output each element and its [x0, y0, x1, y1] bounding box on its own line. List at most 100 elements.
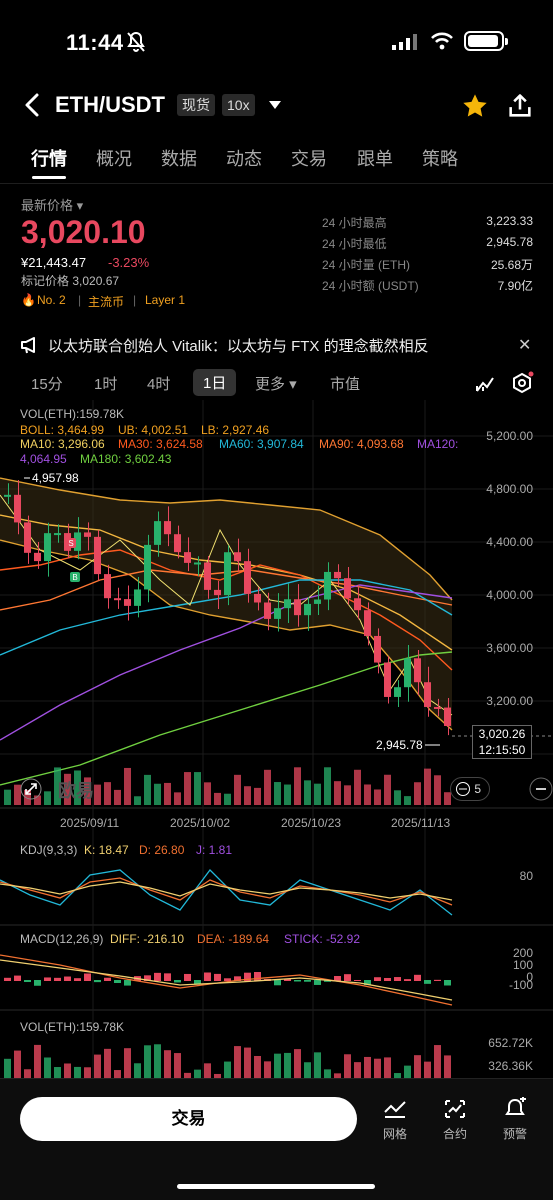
volume2-bar: [334, 1073, 341, 1080]
volume-bar: [444, 792, 451, 805]
announcement-bar[interactable]: 以太坊联合创始人 Vitalik：以太坊与 FTX 的理念截然相反 ✕: [0, 330, 553, 358]
tab-overview[interactable]: 概况: [96, 149, 132, 169]
volume2-bar: [374, 1058, 381, 1080]
volume2-bar: [234, 1046, 241, 1080]
layer1-tag[interactable]: Layer 1: [145, 293, 186, 307]
last-price-box[interactable]: 3,020.26 12:15:50: [472, 725, 532, 759]
side-tool-icon[interactable]: [528, 777, 553, 802]
kline-chart[interactable]: S B VOL(ETH):159.78K BOLL: 3,464.99 UB: …: [0, 400, 553, 1080]
candle-body: [324, 571, 331, 600]
volume2-bar: [214, 1073, 221, 1080]
divider: |: [133, 293, 137, 307]
y-tick: 4,000.00: [486, 588, 533, 602]
stat-value: 3,223.33: [486, 214, 533, 228]
candle-body: [154, 521, 161, 545]
y-tick: 5,200.00: [486, 429, 533, 443]
close-icon[interactable]: ✕: [518, 337, 532, 354]
macd-tick: 200: [512, 946, 533, 960]
macd-bar: [64, 976, 71, 981]
macd-bar: [254, 972, 261, 981]
alert-button[interactable]: 预警: [495, 1097, 535, 1142]
volume2-bar: [44, 1057, 51, 1080]
volume-bar: [344, 785, 351, 805]
candle-body: [274, 608, 281, 619]
macd-bar: [404, 979, 411, 981]
volume2-bar: [134, 1063, 141, 1080]
macd-bar: [334, 976, 341, 981]
mark-price: 标记价格 3,020.67: [21, 274, 120, 288]
candle-body: [164, 521, 171, 535]
bell-muted-icon: [127, 31, 145, 52]
indicator-icon[interactable]: [474, 372, 496, 394]
megaphone-icon: [21, 337, 35, 354]
tf-4h[interactable]: 4时: [147, 376, 171, 393]
tf-marketcap[interactable]: 市值: [330, 376, 361, 393]
candle-body: [4, 494, 11, 497]
ma180-label: MA180: 3,602.43: [80, 452, 172, 466]
macd-bar: [94, 980, 101, 983]
macd-bar: [104, 977, 111, 981]
announcement-text[interactable]: 以太坊联合创始人 Vitalik：以太坊与 FTX 的理念截然相反: [48, 338, 429, 355]
candle-body: [144, 544, 151, 590]
macd-bar: [194, 980, 201, 985]
tab-news[interactable]: 动态: [226, 149, 262, 169]
latest-price-label[interactable]: 最新价格 ▾: [21, 198, 84, 213]
boll-ub: UB: 4,002.51: [118, 423, 189, 437]
grid-label: 网格: [382, 1127, 407, 1141]
contract-button[interactable]: 合约: [435, 1097, 475, 1142]
macd-bar: [114, 980, 121, 984]
candle-body: [224, 552, 231, 596]
drawing-tools-button[interactable]: 5: [450, 777, 490, 801]
tab-market[interactable]: 行情: [31, 149, 67, 169]
volume2-bar: [254, 1055, 261, 1080]
macd-bar: [384, 977, 391, 981]
tf-1h[interactable]: 1时: [94, 376, 118, 393]
trade-button[interactable]: 交易: [20, 1097, 357, 1141]
settings-hex-icon[interactable]: [510, 371, 534, 395]
volume-bar: [374, 789, 381, 805]
macd-bar: [234, 976, 241, 981]
volume2-bar: [114, 1070, 121, 1080]
mainstream-tag[interactable]: 主流币: [88, 295, 125, 309]
contract-label: 合约: [442, 1127, 467, 1141]
volume2-bar: [104, 1048, 111, 1080]
tf-1d[interactable]: 1日: [193, 369, 237, 396]
volume-bar: [364, 784, 371, 805]
macd-bar: [204, 972, 211, 981]
price-panel: 最新价格 ▾ 3,020.10 ¥21,443.47 -3.23% 标记价格 3…: [0, 190, 553, 320]
macd-diff: DIFF: -216.10: [110, 932, 185, 946]
stat-value: 25.68万: [490, 258, 533, 272]
tf-more[interactable]: 更多 ▾: [255, 376, 297, 393]
volume-bar: [114, 789, 121, 805]
candle-body: [84, 532, 91, 537]
volume2-bar: [84, 1067, 91, 1080]
volume2-bar: [204, 1063, 211, 1080]
chevron-down-icon[interactable]: [268, 100, 282, 110]
kdj-j: J: 1.81: [196, 843, 233, 857]
candle-body: [14, 494, 21, 523]
spot-tag: 现货: [177, 94, 215, 116]
ma90-label: MA90: 4,093.68: [319, 437, 404, 451]
share-icon[interactable]: [506, 92, 534, 120]
back-arrow-icon[interactable]: [22, 92, 44, 118]
macd-bar: [244, 972, 251, 981]
tab-data[interactable]: 数据: [161, 149, 197, 169]
status-bar: 11:44: [0, 0, 553, 84]
candle-body: [294, 599, 301, 616]
macd-dea: DEA: -189.64: [197, 932, 270, 946]
candle-body: [314, 599, 321, 604]
candle-body: [414, 658, 421, 683]
grid-button[interactable]: 网格: [375, 1097, 415, 1142]
candle-body: [24, 522, 31, 553]
volume-bar: [284, 784, 291, 805]
pair-title[interactable]: ETH/USDT: [55, 92, 165, 117]
macd-bar: [174, 980, 181, 983]
volume2-bar: [194, 1069, 201, 1080]
expand-icon[interactable]: [20, 778, 42, 800]
tf-15m[interactable]: 15分: [31, 376, 63, 393]
tab-trade[interactable]: 交易: [291, 149, 327, 169]
volume-bar: [134, 796, 141, 805]
tab-strategy[interactable]: 策略: [422, 149, 458, 169]
favorite-star-icon[interactable]: [461, 92, 489, 120]
tab-copy[interactable]: 跟单: [357, 149, 393, 169]
